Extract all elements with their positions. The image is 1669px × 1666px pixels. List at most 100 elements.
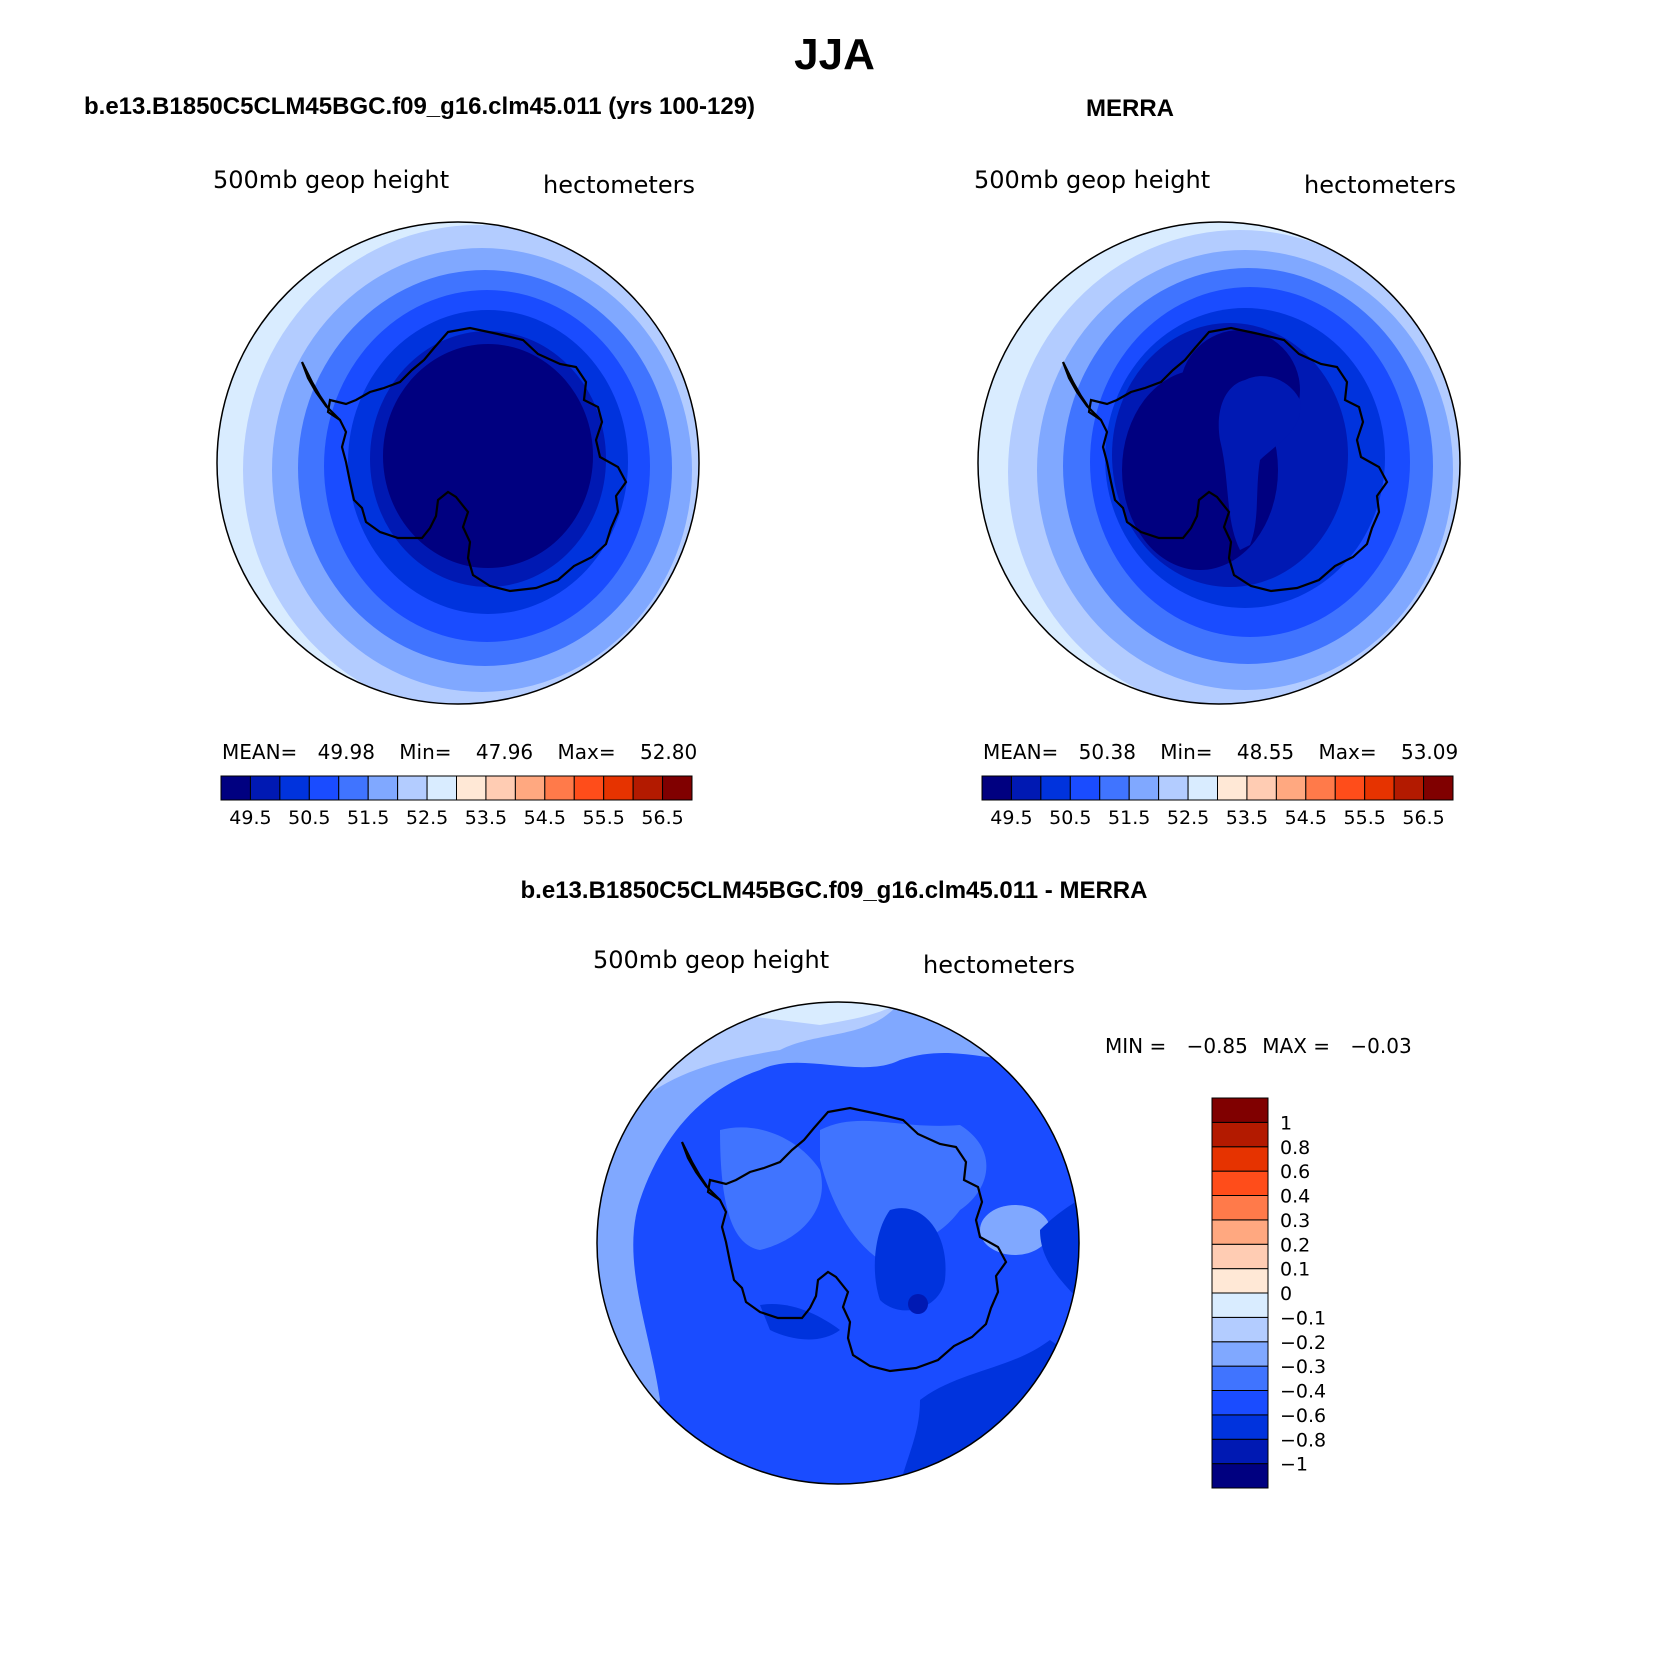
panel-1-stats: MEAN= 49.98 Min= 47.96 Max= 52.80: [222, 740, 697, 764]
panel-3-title: b.e13.B1850C5CLM45BGC.f09_g16.clm45.011 …: [520, 877, 1148, 904]
colorbar-swatch: [514, 775, 546, 801]
colorbar-tick-label: 55.5: [583, 807, 625, 829]
colorbar-swatch: [1211, 1292, 1269, 1318]
colorbar-tick-label: −0.1: [1280, 1307, 1326, 1329]
colorbar-swatch: [981, 775, 1012, 801]
colorbar-swatch: [632, 775, 664, 801]
colorbar-swatch: [1211, 1195, 1269, 1221]
max-value: −0.03: [1350, 1034, 1412, 1058]
colorbar-swatch: [1099, 775, 1130, 801]
colorbar-swatch: [249, 775, 281, 801]
max-value: 53.09: [1400, 740, 1459, 764]
panel-3-stats: MIN = −0.85 MAX = −0.03: [1105, 1034, 1412, 1058]
colorbar-swatch: [1211, 1414, 1269, 1440]
colorbar-tick-label: 0.4: [1280, 1186, 1310, 1208]
colorbar-swatch: [397, 775, 428, 801]
colorbar-swatch: [1211, 1097, 1269, 1123]
max-label: Max=: [1318, 740, 1377, 764]
colorbar-tick-label: 54.5: [1285, 807, 1327, 829]
max-label: Max=: [557, 740, 616, 764]
colorbar-tick-label: 54.5: [524, 807, 566, 829]
min-label: Min=: [1160, 740, 1213, 764]
colorbar-tick-label: 55.5: [1344, 807, 1386, 829]
colorbar-swatch: [1128, 775, 1160, 801]
colorbar-tick-label: 0.1: [1280, 1259, 1310, 1281]
panel-3-variable-label: 500mb geop height: [593, 946, 830, 974]
colorbar-swatch: [426, 775, 457, 801]
colorbar-swatch: [1211, 1121, 1269, 1148]
colorbar-swatch: [1040, 775, 1071, 801]
min-label: MIN =: [1105, 1034, 1167, 1058]
colorbar-swatch: [1275, 775, 1307, 801]
colorbar-swatch: [1069, 775, 1101, 801]
colorbar-tick-label: 51.5: [347, 807, 389, 829]
colorbar-tick-label: 56.5: [1402, 807, 1444, 829]
colorbar-swatch: [1217, 775, 1248, 801]
colorbar-swatch: [544, 775, 575, 801]
mean-value: 49.98: [317, 740, 375, 764]
colorbar-tick-label: 49.5: [229, 807, 271, 829]
colorbar-tick-label: −1: [1280, 1454, 1308, 1476]
colorbar-swatch: [485, 775, 516, 801]
map-panel-3: [596, 1001, 1080, 1485]
mean-label: MEAN=: [222, 740, 298, 764]
panel-3-units-label: hectometers: [923, 951, 1075, 979]
main-title: JJA: [794, 30, 875, 79]
colorbar-tick-label: 53.5: [465, 807, 507, 829]
map-panel-2: [977, 221, 1461, 705]
colorbar-panel-1: 49.5 50.5 51.5 52.5 53.5 54.5 55.5 56.5: [220, 775, 693, 829]
colorbar-tick-label: 52.5: [406, 807, 448, 829]
mean-value: 50.38: [1078, 740, 1136, 764]
colorbar-swatch: [1158, 775, 1189, 801]
mean-label: MEAN=: [983, 740, 1059, 764]
panel-1-variable-label: 500mb geop height: [213, 166, 450, 194]
colorbar-tick-label: 0.6: [1280, 1161, 1310, 1183]
colorbar-tick-label: 0: [1280, 1283, 1292, 1305]
colorbar-swatch: [1211, 1170, 1269, 1196]
colorbar-tick-label: 50.5: [1049, 807, 1091, 829]
panel-1-units-label: hectometers: [543, 171, 695, 199]
colorbar-swatch: [279, 775, 310, 801]
panel-2-units-label: hectometers: [1304, 171, 1456, 199]
colorbar-tick-label: 0.2: [1280, 1234, 1310, 1256]
colorbar-panel-2: 49.5 50.5 51.5 52.5 53.5 54.5 55.5 56.5: [981, 775, 1454, 829]
panel-2-variable-label: 500mb geop height: [974, 166, 1211, 194]
min-value: −0.85: [1186, 1034, 1248, 1058]
colorbar-swatch: [1010, 775, 1042, 801]
colorbar-tick-label: 0.3: [1280, 1210, 1310, 1232]
colorbar-swatch: [1211, 1463, 1269, 1489]
colorbar-swatch: [1211, 1365, 1269, 1391]
colorbar-tick-label: −0.8: [1280, 1429, 1326, 1451]
map-panel-1: [216, 221, 700, 705]
colorbar-tick-label: −0.3: [1280, 1356, 1326, 1378]
colorbar-swatch: [1211, 1316, 1269, 1343]
colorbar-swatch: [1364, 775, 1395, 801]
colorbar-swatch: [573, 775, 605, 801]
max-value: 52.80: [639, 740, 698, 764]
colorbar-swatch: [367, 775, 399, 801]
colorbar-swatch: [603, 775, 634, 801]
colorbar-swatch: [1423, 775, 1454, 801]
colorbar-tick-label: 0.8: [1280, 1137, 1310, 1159]
colorbar-swatch: [1211, 1438, 1269, 1465]
colorbar-swatch: [1211, 1146, 1269, 1172]
min-value: 48.55: [1236, 740, 1295, 764]
colorbar-tick-label: 52.5: [1167, 807, 1209, 829]
colorbar-swatch: [1211, 1390, 1269, 1416]
colorbar-swatch: [1334, 775, 1366, 801]
colorbar-tick-label: 50.5: [288, 807, 330, 829]
colorbar-tick-label: −0.6: [1280, 1405, 1326, 1427]
panel-2-title: MERRA: [1086, 95, 1174, 122]
colorbar-swatch: [456, 775, 487, 801]
colorbar-swatch: [308, 775, 340, 801]
colorbar-tick-label: 1: [1280, 1112, 1292, 1134]
colorbar-swatch: [220, 775, 251, 801]
colorbar-tick-label: −0.2: [1280, 1332, 1326, 1354]
min-value: 47.96: [475, 740, 534, 764]
colorbar-swatch: [1211, 1243, 1269, 1270]
colorbar-tick-label: 51.5: [1108, 807, 1150, 829]
colorbar-swatch: [1211, 1268, 1269, 1294]
min-label: Min=: [399, 740, 452, 764]
panel-1-title: b.e13.B1850C5CLM45BGC.f09_g16.clm45.011 …: [84, 93, 756, 120]
